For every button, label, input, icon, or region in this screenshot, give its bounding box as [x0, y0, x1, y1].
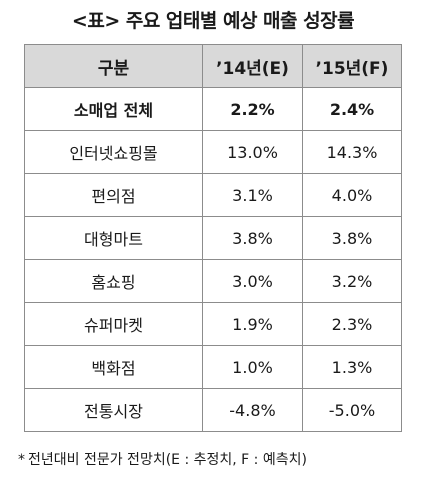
table-row: 전통시장 -4.8% -5.0%	[24, 388, 402, 432]
row-2014-value: -4.8%	[202, 388, 303, 432]
row-category: 편의점	[24, 173, 203, 217]
row-category: 소매업 전체	[24, 87, 203, 131]
table-row-total: 소매업 전체 2.2% 2.4%	[24, 87, 402, 131]
table-row: 홈쇼핑 3.0% 3.2%	[24, 259, 402, 303]
row-category: 백화점	[24, 345, 203, 389]
row-2015-value: -5.0%	[302, 388, 402, 432]
table-row: 편의점 3.1% 4.0%	[24, 173, 402, 217]
header-2015: ’15년(F)	[302, 44, 402, 88]
row-category: 슈퍼마켓	[24, 302, 203, 346]
row-2014-value: 1.0%	[202, 345, 303, 389]
row-category: 홈쇼핑	[24, 259, 203, 303]
row-category: 대형마트	[24, 216, 203, 260]
row-category: 전통시장	[24, 388, 203, 432]
table-title: <표> 주요 업태별 예상 매출 성장률	[71, 10, 355, 32]
footnote-text: 전년대비 전문가 전망치(E : 추정치, F : 예측치)	[28, 452, 307, 468]
header-2014: ’14년(E)	[202, 44, 303, 88]
row-2015-value: 4.0%	[302, 173, 402, 217]
row-2014-value: 3.1%	[202, 173, 303, 217]
row-2015-value: 2.4%	[302, 87, 402, 131]
row-2014-value: 13.0%	[202, 130, 303, 174]
row-category: 인터넷쇼핑몰	[24, 130, 203, 174]
row-2015-value: 3.8%	[302, 216, 402, 260]
row-2014-value: 2.2%	[202, 87, 303, 131]
row-2015-value: 3.2%	[302, 259, 402, 303]
table-row: 슈퍼마켓 1.9% 2.3%	[24, 302, 402, 346]
row-2015-value: 1.3%	[302, 345, 402, 389]
footnote-mark: *	[18, 452, 25, 468]
header-category: 구분	[24, 44, 203, 88]
row-2015-value: 2.3%	[302, 302, 402, 346]
row-2014-value: 1.9%	[202, 302, 303, 346]
row-2015-value: 14.3%	[302, 130, 402, 174]
footnote: * 전년대비 전문가 전망치(E : 추정치, F : 예측치)	[18, 449, 307, 469]
row-2014-value: 3.0%	[202, 259, 303, 303]
table-row: 백화점 1.0% 1.3%	[24, 345, 402, 389]
sales-growth-table: 구분 ’14년(E) ’15년(F) 소매업 전체 2.2% 2.4% 인터넷쇼…	[24, 44, 402, 432]
table-header-row: 구분 ’14년(E) ’15년(F)	[24, 44, 402, 88]
row-2014-value: 3.8%	[202, 216, 303, 260]
table-row: 인터넷쇼핑몰 13.0% 14.3%	[24, 130, 402, 174]
table-row: 대형마트 3.8% 3.8%	[24, 216, 402, 260]
